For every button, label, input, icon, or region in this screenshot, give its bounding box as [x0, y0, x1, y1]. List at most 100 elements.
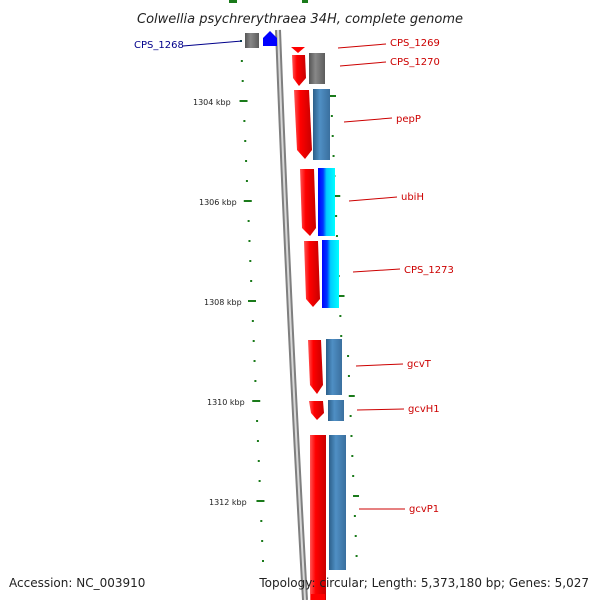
scale-minor-tick	[262, 560, 264, 562]
scale-minor-tick	[352, 475, 355, 477]
gene-ubiH-arrow	[300, 169, 316, 236]
genome-summary-text: Topology: circular; Length: 5,373,180 bp…	[258, 576, 589, 590]
gene-label-ubiH[interactable]: ubiH	[401, 192, 424, 203]
scale-minor-tick	[355, 555, 358, 557]
gene-pepP-feature	[313, 89, 330, 160]
accession-text: Accession: NC_003910	[9, 576, 145, 590]
scale-major-tick	[243, 200, 252, 202]
scale-minor-tick	[332, 155, 335, 157]
scale-minor-tick	[353, 515, 356, 517]
gene-label-gcvT[interactable]: gcvT	[407, 359, 432, 370]
gene-label-CPS_1268[interactable]: CPS_1268	[134, 40, 184, 51]
gene-gcvH1-arrow	[309, 401, 324, 420]
scale-major-tick	[256, 500, 265, 502]
gene-CPS_1273-feature	[322, 240, 339, 308]
scale-major-tick	[330, 95, 336, 97]
scale-label-1310: 1310 kbp	[207, 398, 245, 407]
gene-CPS_1268-arrow	[263, 31, 277, 46]
scale-minor-tick	[253, 360, 256, 362]
scale-minor-tick	[248, 240, 251, 242]
scale-minor-tick	[247, 220, 250, 222]
scale-minor-tick	[258, 480, 261, 482]
scale-label-1304: 1304 kbp	[193, 98, 231, 107]
scale-minor-tick	[339, 315, 342, 317]
scale-minor-tick	[243, 120, 246, 122]
gene-gcvP1-feature	[329, 435, 346, 570]
leader-CPS_1268	[182, 40, 243, 47]
scale-minor-tick	[349, 415, 352, 417]
leader-gcvH1	[356, 408, 405, 411]
leader-pepP	[343, 117, 393, 123]
scale-major-tick	[334, 195, 341, 197]
gene-label-gcvH1[interactable]: gcvH1	[408, 404, 440, 415]
gene-ubiH[interactable]	[300, 168, 335, 236]
scale-minor-tick	[340, 335, 343, 337]
gene-CPS_1270-arrow	[292, 55, 306, 86]
scale-major-tick	[353, 495, 360, 497]
gene-gcvT-feature	[326, 339, 342, 395]
scale-minor-tick	[350, 435, 353, 437]
scale-minor-tick	[261, 540, 264, 542]
gene-gcvH1-feature	[328, 400, 344, 421]
gene-label-CPS_1270[interactable]: CPS_1270	[390, 57, 440, 68]
map-title: Colwellia psychrerythraea 34H, complete …	[137, 12, 463, 27]
gene-label-gcvP1[interactable]: gcvP1	[409, 504, 439, 515]
scale-minor-tick	[256, 420, 259, 422]
scale-major-tick	[348, 395, 355, 397]
gene-gcvT[interactable]	[308, 339, 342, 395]
leader-gcvT	[355, 363, 404, 367]
leader-ubiH	[348, 196, 398, 202]
scale-minor-tick	[254, 380, 257, 382]
tick-mark	[229, 0, 237, 3]
gene-ubiH-feature	[318, 168, 335, 236]
scale-major-tick	[252, 400, 261, 402]
scale-minor-tick	[351, 455, 354, 457]
scale-minor-tick	[245, 180, 248, 182]
scale-major-tick	[239, 100, 248, 102]
gene-gcvP1[interactable]	[310, 435, 346, 600]
leader-CPS_1270	[339, 61, 387, 67]
scale-major-tick	[338, 295, 345, 297]
gene-CPS_1268[interactable]	[245, 31, 277, 48]
leader-CPS_1269	[337, 43, 387, 49]
gene-CPS_1273-arrow	[304, 241, 320, 307]
gene-CPS_1270-feature	[309, 53, 325, 84]
scale-minor-tick	[252, 340, 255, 342]
scale-minor-tick	[331, 135, 334, 137]
scale-minor-tick	[249, 260, 252, 262]
tick-mark	[302, 0, 308, 3]
scale-minor-tick	[251, 320, 254, 322]
kbp-scale	[239, 40, 265, 562]
gene-label-CPS_1269[interactable]: CPS_1269	[390, 38, 440, 49]
bottom-mark	[311, 594, 325, 600]
gene-CPS_1268-feature	[245, 33, 259, 48]
gene-CPS_1269[interactable]	[291, 47, 305, 53]
scale-minor-tick	[250, 280, 253, 282]
gene-gcvT-arrow	[308, 340, 323, 394]
gene-pepP[interactable]	[294, 89, 330, 160]
scale-minor-tick	[347, 355, 350, 357]
scale-minor-tick	[347, 375, 350, 377]
genome-backbone-highlight	[277, 29, 306, 600]
scale-minor-tick	[241, 80, 244, 82]
scale-minor-tick	[335, 215, 338, 217]
gene-CPS_1269-arrow	[291, 47, 305, 53]
scale-minor-tick	[257, 460, 260, 462]
scale-minor-tick	[260, 520, 263, 522]
scale-minor-tick	[335, 235, 338, 237]
scale-label-1306: 1306 kbp	[199, 198, 237, 207]
scale-label-1308: 1308 kbp	[204, 298, 242, 307]
gene-label-pepP[interactable]: pepP	[396, 114, 421, 125]
gene-pepP-arrow	[294, 90, 312, 159]
scale-minor-tick	[240, 60, 243, 62]
gene-gcvH1[interactable]	[309, 400, 344, 421]
gene-CPS_1273[interactable]	[304, 240, 339, 308]
scale-minor-tick	[256, 440, 259, 442]
leader-CPS_1273	[352, 268, 401, 273]
gene-CPS_1270[interactable]	[292, 53, 325, 86]
gene-gcvP1-arrow	[310, 435, 326, 600]
gene-label-CPS_1273[interactable]: CPS_1273	[404, 265, 454, 276]
scale-minor-tick	[244, 140, 247, 142]
scale-major-tick	[248, 300, 256, 302]
